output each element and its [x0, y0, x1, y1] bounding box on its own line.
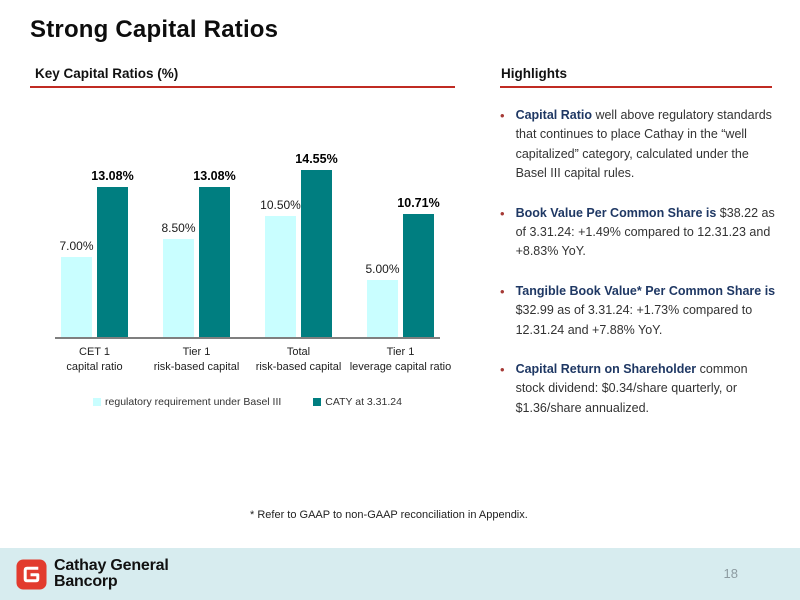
legend-swatch-icon: [93, 398, 102, 406]
bullet-lead: Capital Ratio: [515, 108, 592, 122]
bar-value-label: 10.50%: [260, 198, 301, 213]
bullet-rest: $32.99 as of 3.31.24: +1.73% compared to…: [515, 303, 753, 337]
legend-item: regulatory requirement under Basel III: [93, 396, 281, 408]
x-axis-label: CET 1 capital ratio: [66, 346, 123, 373]
highlights-section-header: Highlights: [500, 66, 772, 88]
bullet-rest: common stock dividend: $0.34/share quart…: [515, 362, 748, 415]
highlight-bullet: • Book Value Per Common Share is $38.22 a…: [500, 204, 776, 262]
bullet-rest: well above regulatory standards that con…: [515, 108, 772, 181]
bar-caty: 13.08%: [91, 169, 134, 337]
x-axis-cell: Tier 1 leverage capital ratio: [350, 339, 452, 377]
highlight-bullet: • Tangible Book Value* Per Common Share i…: [500, 282, 776, 340]
bullet-lead: Tangible Book Value* Per Common Share is: [515, 283, 776, 298]
bar-value-label: 10.71%: [397, 195, 440, 210]
bar-value-label: 7.00%: [59, 238, 94, 253]
footer-bar: Cathay General Bancorp 18: [0, 548, 800, 600]
bullet-text: Book Value Per Common Share is $38.22 as…: [516, 204, 776, 262]
bullet-text: Tangible Book Value* Per Common Share is…: [516, 282, 776, 340]
footnote: * Refer to GAAP to non-GAAP reconciliati…: [250, 509, 528, 521]
bullet-rest: $38.22 as of 3.31.24: +1.49% compared to…: [515, 205, 775, 259]
company-name: Cathay General Bancorp: [54, 558, 169, 590]
bar-group: 8.50% 13.08%: [161, 169, 236, 337]
company-name-line2: Bancorp: [54, 573, 118, 590]
bar-value-label: 8.50%: [161, 221, 196, 236]
highlight-bullet: • Capital Return on Shareholder common st…: [500, 360, 776, 418]
page-number: 18: [723, 566, 738, 581]
x-axis-label: Total risk-based capital: [255, 346, 342, 373]
x-axis-label: Tier 1 risk-based capital: [153, 346, 240, 373]
legend-label: CATY at 3.31.24: [325, 396, 402, 408]
bullet-text: Capital Ratio well above regulatory stan…: [516, 106, 776, 184]
bullet-dot-icon: •: [500, 362, 505, 378]
company-name-line1: Cathay General: [54, 557, 169, 574]
legend-label: regulatory requirement under Basel III: [105, 396, 282, 408]
bar-group: 5.00% 10.71%: [365, 196, 440, 337]
bar-group: 7.00% 13.08%: [59, 169, 134, 337]
bar-value-label: 5.00%: [365, 261, 400, 276]
chart-plot: 7.00% 13.08% 8.50% 13.08% 10.50% 14.55% 5.00% 1…: [55, 150, 440, 339]
x-axis-label: Tier 1 leverage capital ratio: [349, 346, 452, 373]
bar-value-label: 14.55%: [295, 151, 338, 166]
bar-regulatory: 5.00%: [365, 262, 400, 337]
bar-regulatory: 7.00%: [59, 239, 94, 337]
x-axis-cell: CET 1 capital ratio: [61, 339, 128, 377]
chart-legend: regulatory requirement under Basel III CA…: [55, 396, 440, 408]
capital-ratios-bar-chart: 7.00% 13.08% 8.50% 13.08% 10.50% 14.55% 5.00% 1…: [55, 150, 452, 377]
legend-item: CATY at 3.31.24: [313, 396, 402, 408]
bar-value-label: 13.08%: [91, 168, 134, 183]
bar-caty: 13.08%: [193, 169, 236, 337]
slide-title: Strong Capital Ratios: [30, 16, 279, 43]
bar-value-label: 13.08%: [193, 168, 236, 183]
highlight-bullet: • Capital Ratio well above regulatory sta…: [500, 106, 776, 184]
bullet-dot-icon: •: [500, 205, 505, 221]
chart-section-header: Key Capital Ratios (%): [30, 66, 455, 88]
bullet-lead: Book Value Per Common Share is: [515, 205, 717, 220]
highlights-list: • Capital Ratio well above regulatory sta…: [500, 106, 776, 438]
bullet-dot-icon: •: [500, 108, 505, 123]
x-axis-cell: Total risk-based capital: [256, 339, 342, 377]
bullet-lead: Capital Return on Shareholder: [515, 362, 697, 377]
bar-caty: 10.71%: [397, 196, 440, 337]
bar-regulatory: 10.50%: [260, 198, 301, 337]
legend-swatch-icon: [313, 398, 322, 406]
chart-xaxis: CET 1 capital ratio Tier 1 risk-based cap…: [55, 339, 452, 377]
cathay-logo-icon: [16, 558, 47, 590]
bullet-text: Capital Return on Shareholder common sto…: [516, 360, 776, 418]
bar-regulatory: 8.50%: [161, 221, 196, 337]
bar-group: 10.50% 14.55%: [260, 152, 338, 337]
bar-caty: 14.55%: [295, 152, 338, 337]
x-axis-cell: Tier 1 risk-based capital: [154, 339, 240, 377]
bullet-dot-icon: •: [500, 283, 505, 299]
